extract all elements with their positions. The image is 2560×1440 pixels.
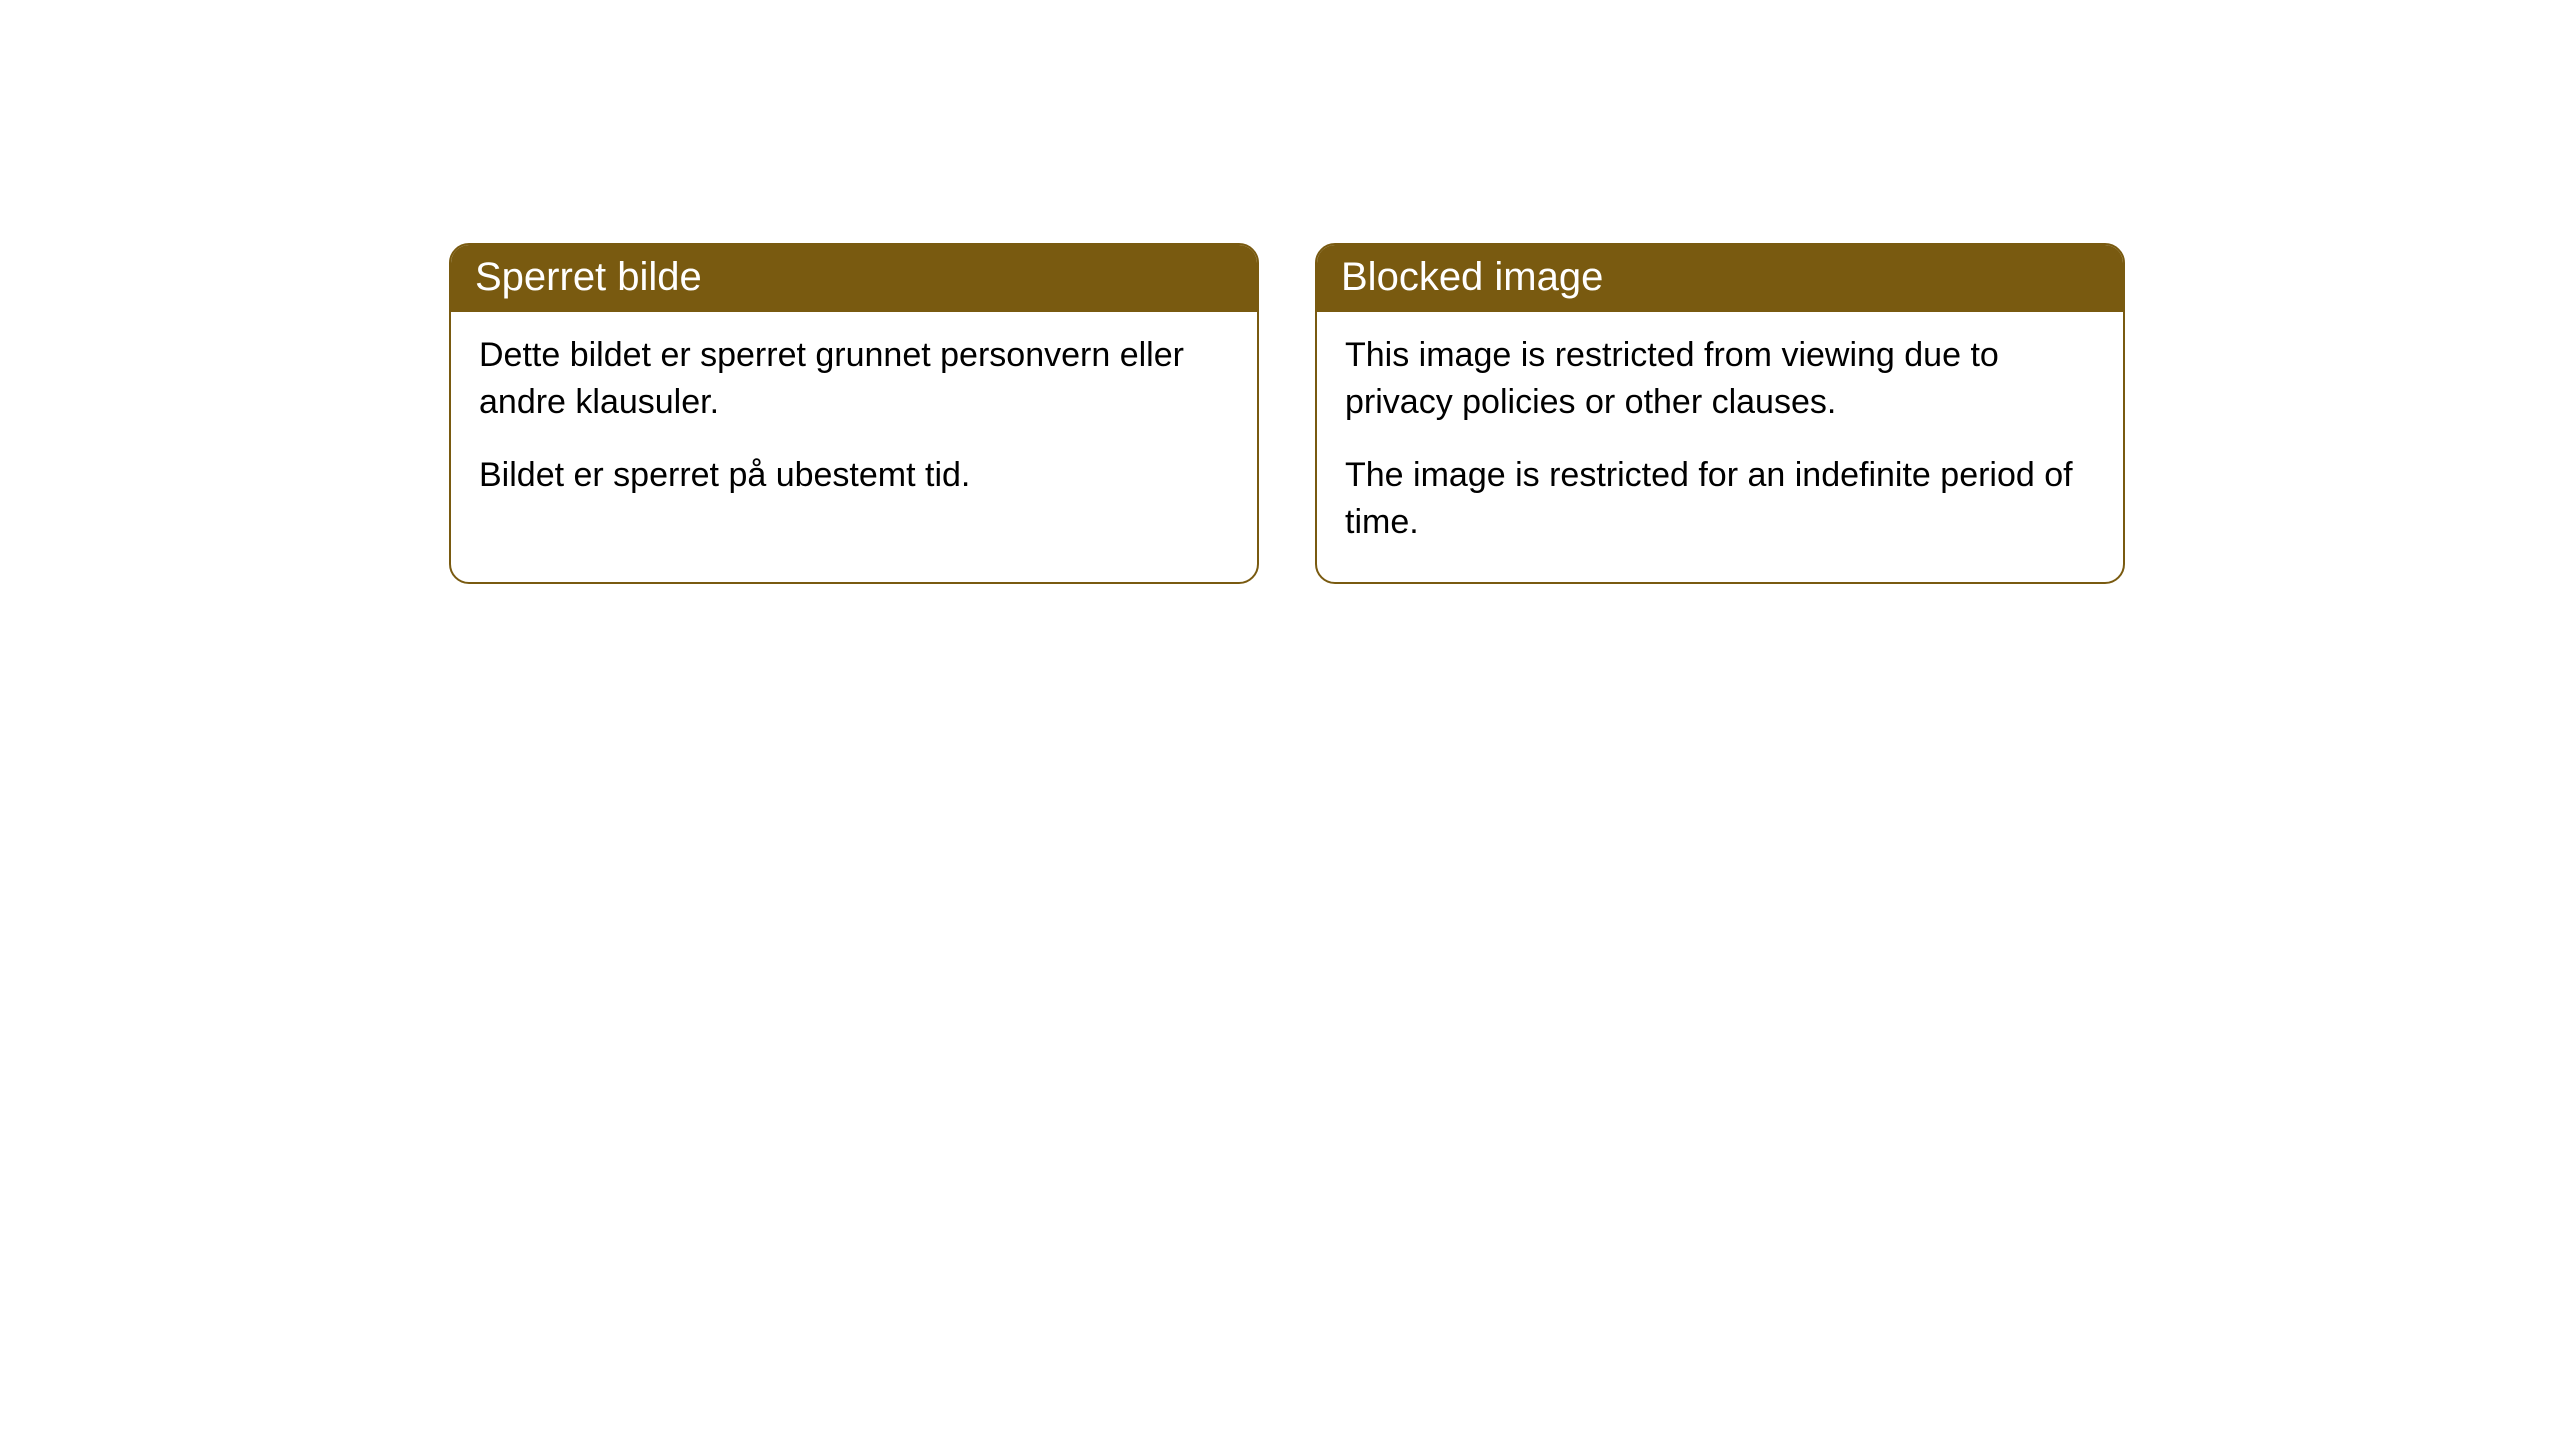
notice-header: Sperret bilde bbox=[451, 245, 1257, 312]
notice-body: Dette bildet er sperret grunnet personve… bbox=[451, 312, 1257, 535]
notice-container: Sperret bilde Dette bildet er sperret gr… bbox=[0, 0, 2560, 584]
notice-paragraph: Bildet er sperret på ubestemt tid. bbox=[479, 452, 1229, 499]
notice-body: This image is restricted from viewing du… bbox=[1317, 312, 2123, 582]
notice-card-norwegian: Sperret bilde Dette bildet er sperret gr… bbox=[449, 243, 1259, 584]
notice-paragraph: The image is restricted for an indefinit… bbox=[1345, 452, 2095, 546]
notice-paragraph: Dette bildet er sperret grunnet personve… bbox=[479, 332, 1229, 426]
notice-header: Blocked image bbox=[1317, 245, 2123, 312]
notice-card-english: Blocked image This image is restricted f… bbox=[1315, 243, 2125, 584]
notice-paragraph: This image is restricted from viewing du… bbox=[1345, 332, 2095, 426]
